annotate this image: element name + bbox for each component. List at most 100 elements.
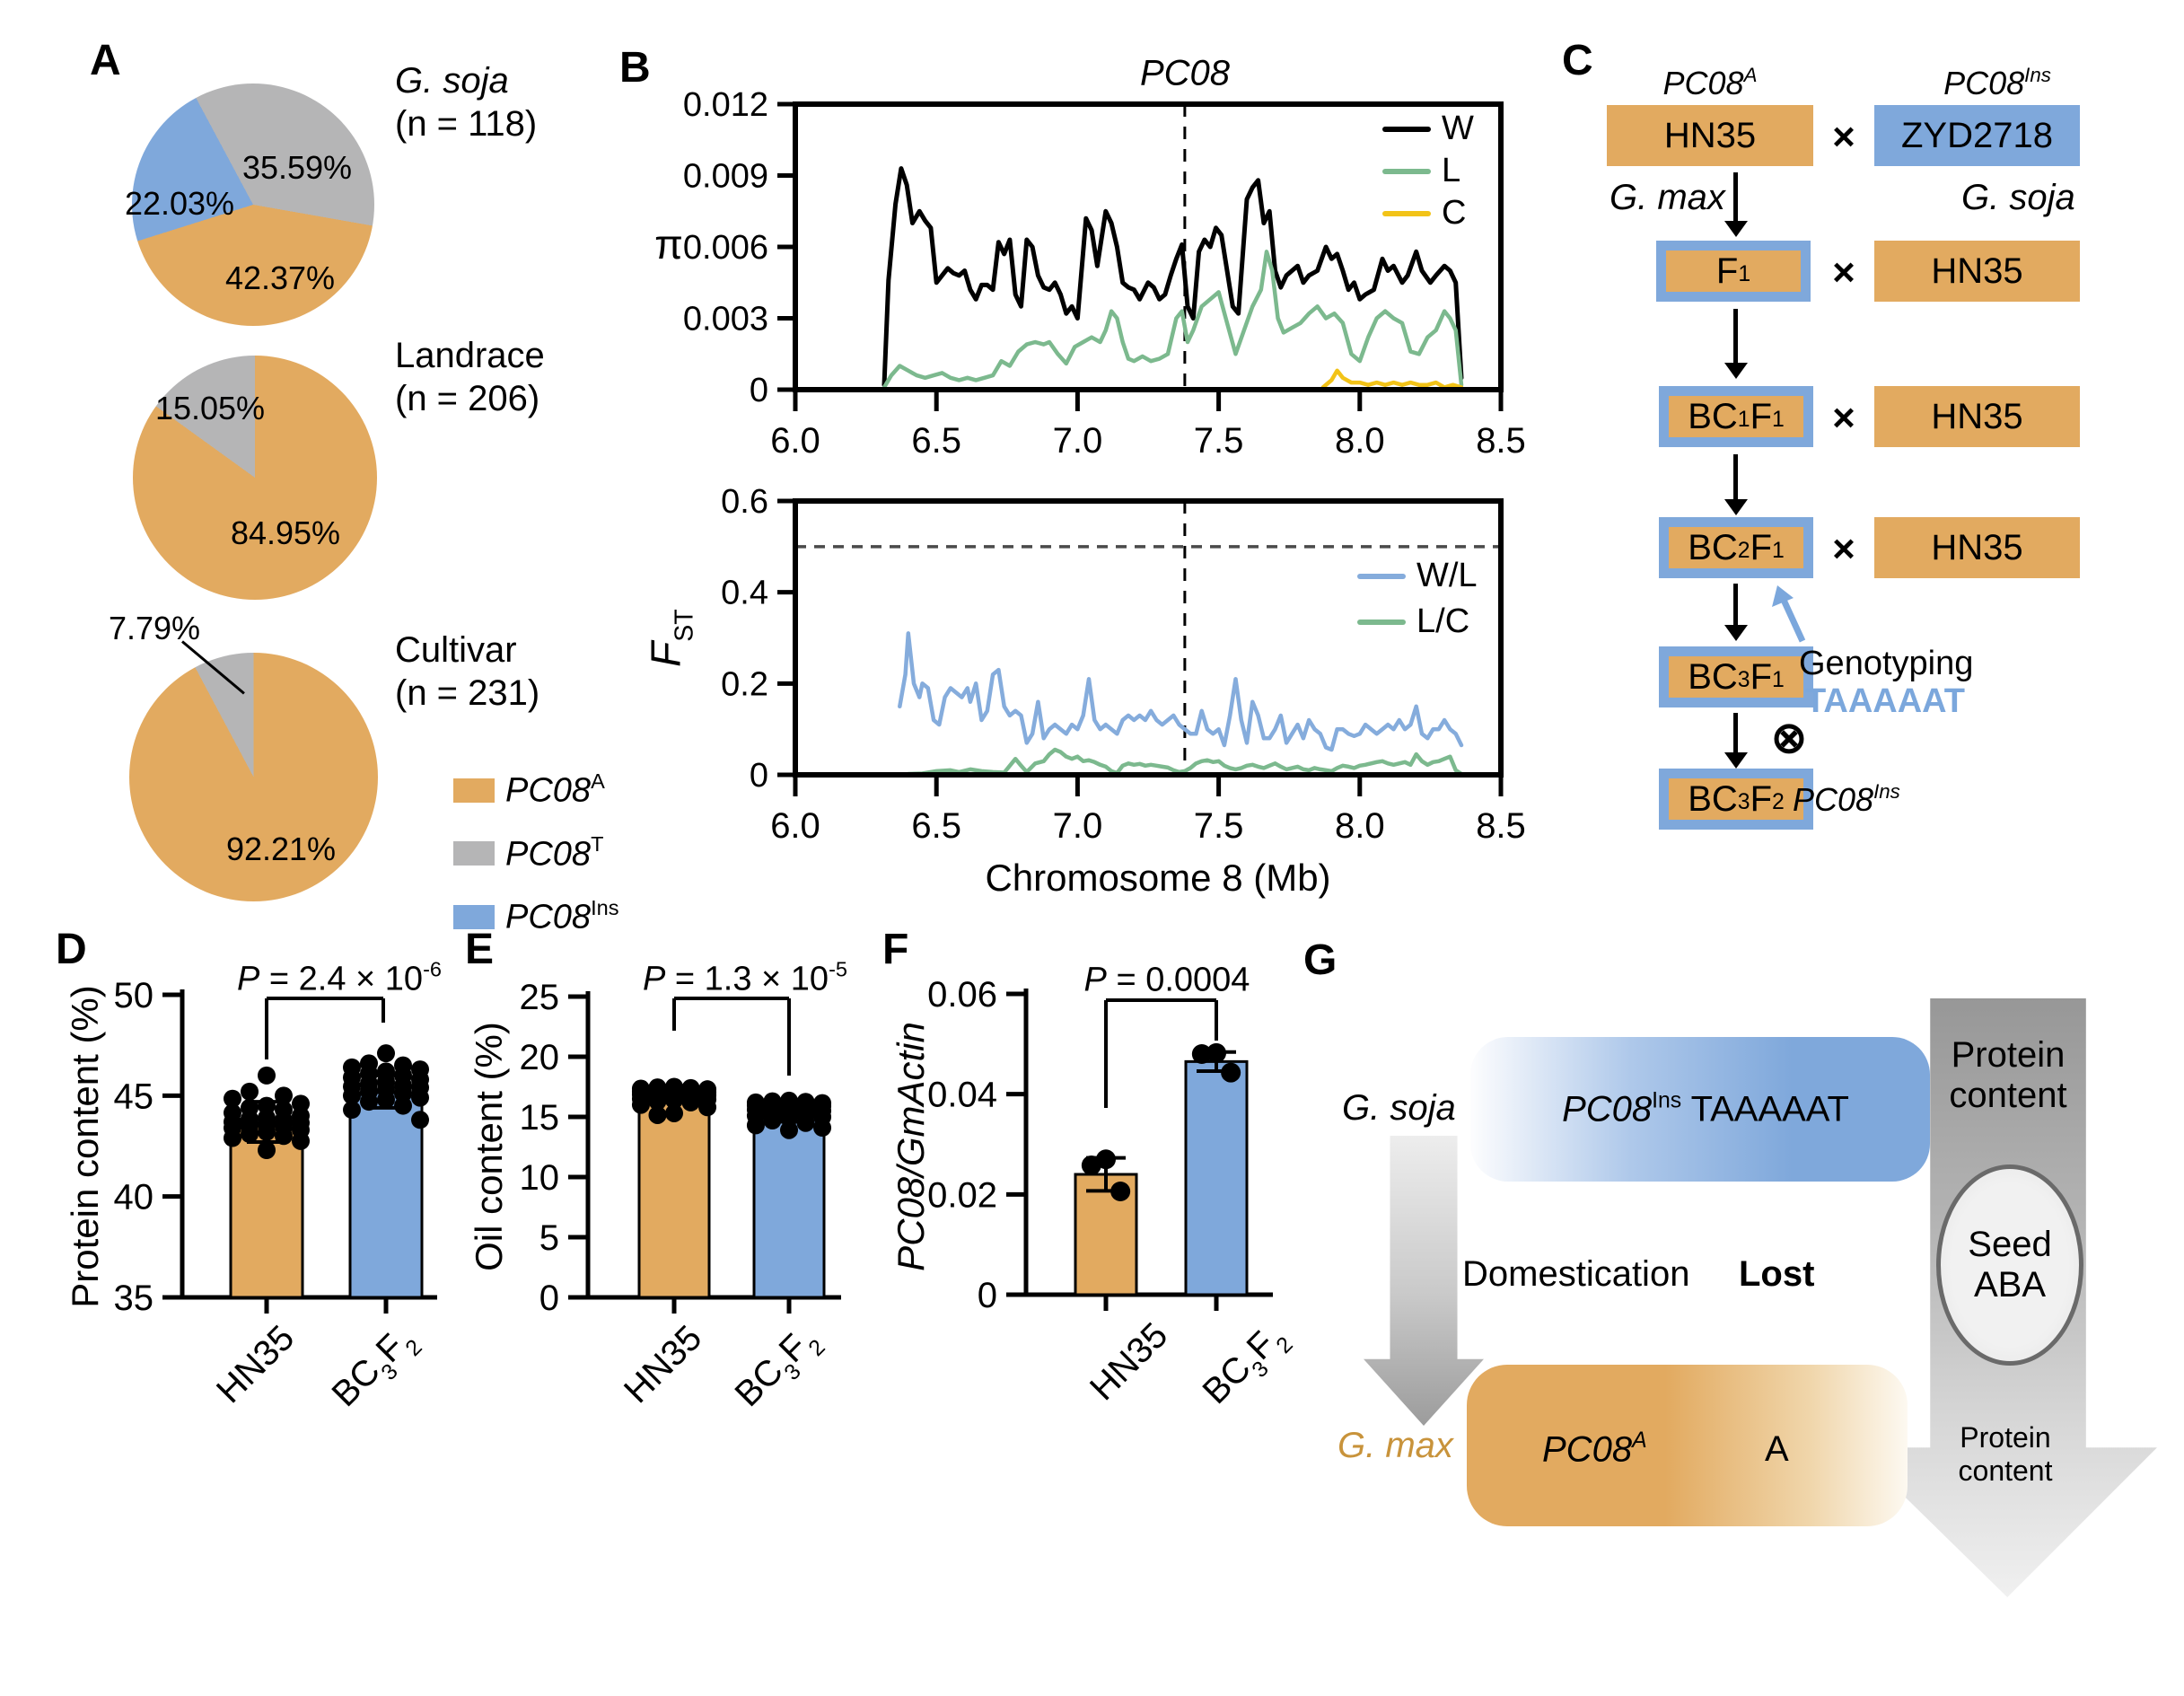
g-seed-aba-ellipse [1936,1164,2083,1366]
pie-cultivar-name: Cultivar [395,630,517,670]
svg-text:0.012: 0.012 [683,86,768,124]
svg-text:6.0: 6.0 [770,421,820,461]
svg-text:45: 45 [114,1076,154,1116]
g-pc08a-box-label: PC08A [1542,1428,1647,1470]
pie-landrace [133,356,377,600]
oil-pvalue: P = 1.3 × 10-5 [642,957,848,998]
c-arrow-3 [1733,454,1738,501]
g-protein-content-bottom: Protein content [1958,1421,2053,1487]
panel-label-f: F [882,926,909,973]
panel-label-c: C [1562,37,1593,84]
svg-text:0.04: 0.04 [927,1076,997,1115]
legend-label-pc08ins: PC08Ins [505,896,619,936]
fst-legend-wl: W/L [1357,557,1478,595]
pie-cultivar-pct-orange: 92.21% [225,830,337,867]
oil-chart: 0 5 10 15 20 25 [520,978,841,1318]
pie-landrace-pct-orange: 84.95% [230,514,341,551]
pie-cultivar [129,653,378,901]
c-genotyping-arrow [1772,585,1806,643]
svg-text:0.2: 0.2 [721,665,768,703]
pi-plot-legend: W L C [1382,110,1474,233]
svg-text:0.6: 0.6 [721,483,768,521]
g-seed-aba-label: Seed ABA [1968,1225,2052,1305]
pie-cultivar-title: Cultivar (n = 231) [395,628,539,715]
g-lost-label: Lost [1739,1254,1815,1294]
pi-legend-c: C [1382,194,1474,233]
legend-item-pc08a: PC08A [453,769,618,811]
pi-legend-label-l: L [1442,152,1461,189]
pi-legend-line-w [1382,126,1431,132]
pi-legend-l: L [1382,152,1474,190]
pie-cultivar-n: (n = 231) [395,673,540,713]
panel-label-d: D [56,926,87,973]
panel-label-a: A [90,37,121,84]
g-gsoja-label: G. soja [1342,1088,1456,1128]
pie-landrace-title: Landrace (n = 206) [395,334,545,420]
svg-text:7.5: 7.5 [1194,806,1244,846]
pie-gsoja-pct-orange: 42.37% [224,259,336,296]
svg-text:35: 35 [114,1279,154,1318]
legend-item-pc08t: PC08T [453,832,618,874]
fst-legend-label-wl: W/L [1417,557,1478,594]
pie-legend: PC08A PC08T PC08Ins [453,769,619,937]
fst-legend-line-lc [1357,619,1406,625]
c-pc08ins-result-label: PC08Ins [1793,779,1900,818]
svg-text:0.009: 0.009 [683,158,768,196]
protein-ylabel: Protein content (%) [64,985,106,1308]
pie-landrace-name: Landrace [395,336,545,375]
pi-legend-label-w: W [1442,110,1474,147]
oil-ylabel: Oil content (%) [468,1022,510,1271]
pie-landrace-n: (n = 206) [395,379,540,418]
pie-gsoja-title: G. soja (n = 118) [395,59,537,145]
pi-legend-label-c: C [1442,194,1467,232]
expression-pvalue: P = 0.0004 [1083,961,1250,999]
legend-swatch-gray [453,841,495,866]
svg-text:0: 0 [978,1276,997,1315]
g-pc08a-box [1467,1365,1908,1526]
expression-ylabel: PC08/GmActin [890,1022,932,1271]
pi-plot: 0 0.003 0.006 0.009 0.012 6.0 6.5 7.0 7.5 8.0 8.5 [683,86,1526,461]
fst-legend-label-lc: L/C [1417,602,1470,640]
g-pc08ins-box [1470,1037,1930,1182]
fst-legend-lc: L/C [1357,602,1478,641]
g-gmax-label: G. max [1338,1426,1453,1465]
g-domestication-label: Domestication [1462,1254,1690,1294]
pie-gsoja-n: (n = 118) [395,104,538,144]
c-selfcross-icon: ⊗ [1770,715,1808,762]
c-cross-2: × [1832,250,1855,294]
legend-swatch-orange [453,778,495,803]
c-taaaaat-label: TAAAAAT [1805,682,1965,720]
c-arrow-2 [1733,309,1738,365]
svg-text:7.0: 7.0 [1053,806,1103,846]
svg-text:7.5: 7.5 [1194,421,1244,461]
c-box-bc2f1: BC 2 F 1 [1659,517,1813,578]
panel-label-b: B [619,44,651,92]
c-pc08a-label: PC08A [1662,63,1758,101]
c-box-bc1f1: BC 1 F 1 [1659,386,1813,447]
svg-text:0.003: 0.003 [683,301,768,338]
svg-text:6.5: 6.5 [911,806,961,846]
c-cross-1: × [1832,115,1855,159]
c-box-bc3f1: BC 3 F 1 [1659,646,1813,707]
svg-text:15: 15 [520,1098,560,1138]
c-pc08ins-label: PC08Ins [1943,63,2051,101]
svg-text:50: 50 [114,976,154,1015]
protein-pvalue: P = 2.4 × 10-6 [236,957,443,998]
svg-text:6.5: 6.5 [911,421,961,461]
pie-gsoja-pct-blue: 22.03% [124,185,235,222]
pie-gsoja-species: G. soja [395,61,509,101]
g-protein-content-top: Protein content [1949,1035,2067,1115]
legend-item-pc08ins: PC08Ins [453,896,619,937]
svg-text:0: 0 [750,757,768,795]
legend-swatch-blue [453,905,495,930]
c-cross-3: × [1832,396,1855,440]
svg-text:8.0: 8.0 [1335,421,1385,461]
c-gsoja-label: G. soja [1961,178,2075,217]
fst-plot-xlabel: Chromosome 8 (Mb) [985,857,1331,899]
c-box-hn35-r3: HN35 [1874,386,2080,447]
g-allele-a-label: A [1765,1429,1789,1469]
pi-plot-title: PC08 [1139,53,1231,93]
c-arrow-4 [1733,584,1738,627]
